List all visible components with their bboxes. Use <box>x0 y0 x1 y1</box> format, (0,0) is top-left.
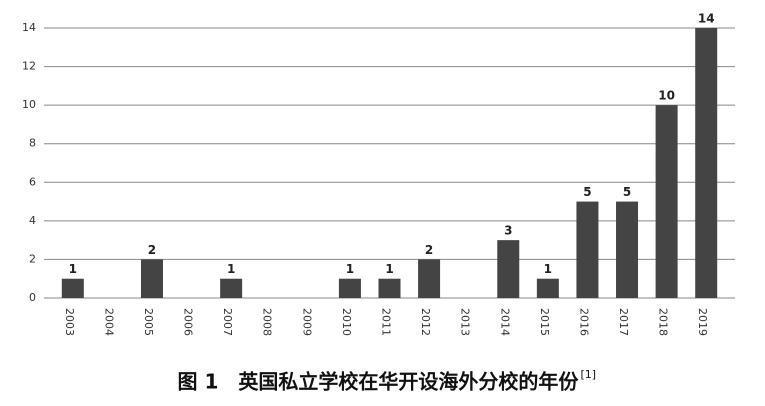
bar <box>338 278 361 298</box>
bar <box>655 105 678 299</box>
y-tick-label: 14 <box>22 21 36 34</box>
value-label: 14 <box>698 12 715 26</box>
x-tick-label: 2012 <box>419 308 432 336</box>
x-tick-label: 2014 <box>498 308 511 336</box>
bar <box>576 201 599 298</box>
value-label: 1 <box>69 262 77 276</box>
bar <box>61 278 84 298</box>
value-label: 3 <box>504 224 512 238</box>
value-label: 2 <box>148 243 156 257</box>
x-tick-label: 2008 <box>261 308 274 336</box>
x-tick-label: 2004 <box>102 308 115 336</box>
value-label: 10 <box>658 89 675 103</box>
bar <box>536 278 559 298</box>
title-reference: [1] <box>580 368 596 381</box>
y-tick-label: 2 <box>29 252 36 265</box>
x-tick-label: 2011 <box>380 308 393 336</box>
bar <box>695 28 718 298</box>
y-tick-label: 12 <box>22 60 36 73</box>
y-tick-label: 0 <box>29 291 36 304</box>
x-tick-label: 2017 <box>617 308 630 336</box>
value-label: 1 <box>385 262 393 276</box>
x-tick-label: 2018 <box>657 308 670 336</box>
y-tick-label: 4 <box>29 214 36 227</box>
x-tick-label: 2007 <box>221 308 234 336</box>
value-label: 1 <box>346 262 354 276</box>
value-label: 1 <box>544 262 552 276</box>
value-label: 5 <box>583 185 591 199</box>
x-tick-label: 2019 <box>696 308 709 336</box>
y-tick-label: 8 <box>29 137 36 150</box>
x-tick-label: 2005 <box>142 308 155 336</box>
x-tick-label: 2015 <box>538 308 551 336</box>
chart-title: 图 1 英国私立学校在华开设海外分校的年份 <box>178 370 580 394</box>
x-tick-label: 2010 <box>340 308 353 336</box>
value-label: 2 <box>425 243 433 257</box>
y-tick-label: 6 <box>29 175 36 188</box>
x-tick-label: 2016 <box>577 308 590 336</box>
value-label: 5 <box>623 185 631 199</box>
x-tick-label: 2013 <box>459 308 472 336</box>
bar <box>140 259 163 298</box>
bar <box>616 201 639 298</box>
bar <box>497 240 520 298</box>
y-tick-label: 10 <box>22 98 36 111</box>
bar <box>220 278 243 298</box>
x-tick-label: 2003 <box>63 308 76 336</box>
x-tick-label: 2006 <box>182 308 195 336</box>
bar <box>418 259 441 298</box>
bar <box>378 278 401 298</box>
value-label: 1 <box>227 262 235 276</box>
x-tick-label: 2009 <box>300 308 313 336</box>
